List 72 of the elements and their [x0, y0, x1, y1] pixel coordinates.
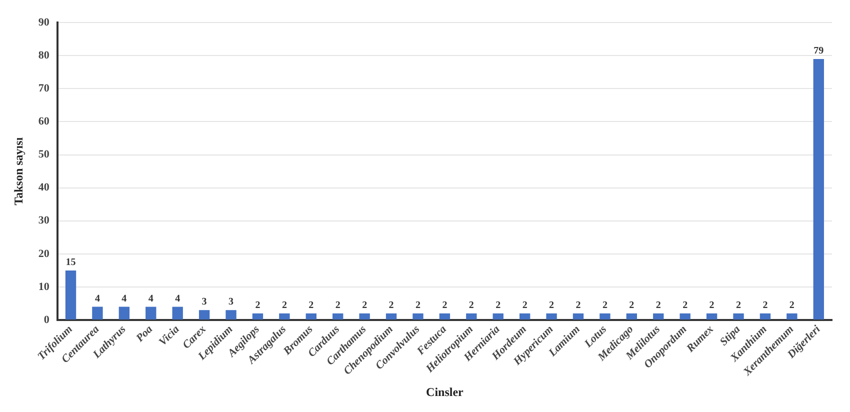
bar [733, 313, 744, 320]
data-label: 2 [308, 300, 314, 311]
data-label: 2 [709, 300, 714, 311]
bar [653, 313, 664, 320]
data-label: 2 [629, 300, 634, 311]
data-label: 2 [602, 300, 608, 311]
data-label: 2 [362, 300, 368, 311]
data-label: 2 [549, 300, 554, 311]
x-tick-label: Poa [134, 322, 156, 344]
bar [626, 313, 638, 320]
bar [92, 306, 103, 320]
data-label: 2 [388, 300, 394, 311]
data-label: 3 [228, 296, 234, 308]
y-tick-label: 90 [38, 16, 50, 28]
data-label: 15 [66, 257, 76, 268]
y-tick-label: 10 [38, 280, 50, 293]
data-label: 2 [415, 300, 420, 311]
data-label: 2 [656, 300, 661, 311]
bar [306, 313, 316, 320]
bar [572, 313, 584, 320]
bar [786, 313, 798, 320]
bar [439, 313, 450, 320]
data-label: 2 [522, 300, 528, 311]
bar [519, 313, 530, 320]
data-label: 2 [335, 300, 340, 311]
bar [600, 313, 610, 320]
data-label: 2 [789, 300, 794, 311]
bar [546, 313, 557, 320]
bar [332, 313, 344, 320]
data-label: 79 [814, 46, 824, 57]
x-tick-label: Vicia [156, 322, 182, 348]
bar [118, 306, 130, 320]
data-label: 4 [175, 293, 180, 304]
y-tick-label: 0 [44, 314, 50, 326]
y-axis-title: Takson sayısı [11, 136, 26, 206]
bar [65, 270, 76, 320]
bar [813, 58, 824, 320]
bar [680, 313, 690, 320]
y-tick-label: 70 [38, 82, 50, 95]
data-label: 2 [496, 300, 501, 311]
data-label: 2 [442, 300, 448, 311]
data-label: 2 [736, 300, 742, 311]
data-label: 4 [148, 293, 154, 304]
bar [359, 313, 370, 320]
bar [279, 313, 290, 320]
y-tick-label: 50 [38, 148, 50, 161]
y-tick-label: 60 [38, 116, 50, 128]
bar [760, 313, 771, 320]
bar [198, 310, 210, 320]
bar [146, 306, 156, 320]
bar [466, 313, 477, 320]
bar [706, 313, 718, 320]
bar [412, 313, 424, 320]
data-label: 2 [468, 300, 474, 311]
data-label: 2 [255, 300, 260, 311]
y-tick-label: 40 [38, 182, 50, 194]
bar [226, 310, 236, 320]
data-label: 2 [762, 300, 768, 311]
data-label: 4 [122, 293, 127, 304]
bar [386, 313, 397, 320]
data-label: 3 [202, 296, 207, 308]
y-tick-label: 20 [38, 248, 50, 260]
bar [172, 306, 183, 320]
y-tick-label: 80 [38, 49, 50, 62]
x-axis-title: Cinsler [426, 384, 464, 399]
bar [492, 313, 504, 320]
data-label: 2 [682, 300, 688, 311]
data-label: 4 [94, 293, 100, 304]
data-label: 2 [576, 300, 581, 311]
bar [252, 313, 264, 320]
data-label: 2 [282, 300, 287, 311]
y-tick-label: 30 [38, 214, 50, 227]
